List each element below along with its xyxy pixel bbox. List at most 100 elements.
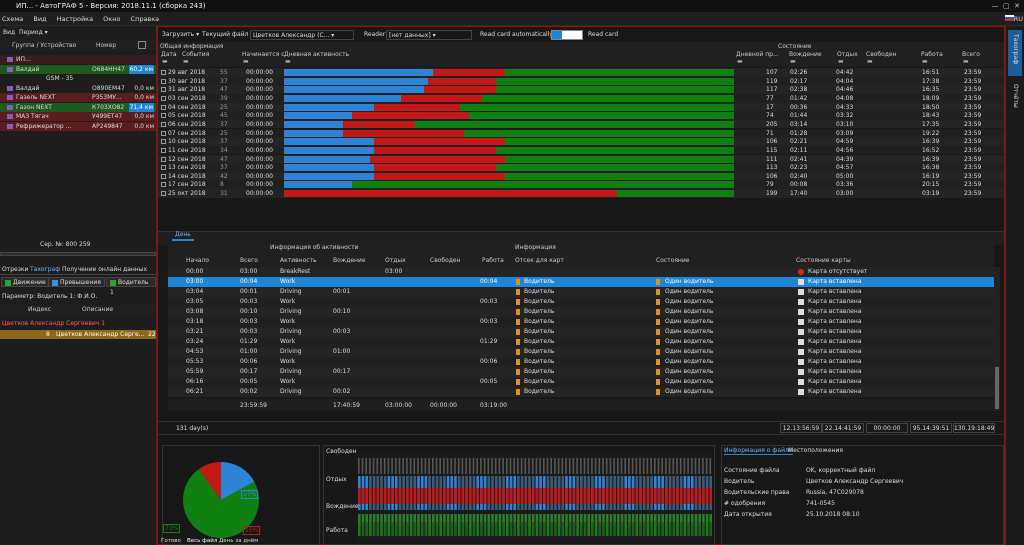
reader-select[interactable]: [нет данных] ▾ <box>386 30 472 40</box>
current-file-button[interactable]: Текущий файл <box>202 31 249 38</box>
tab-locations[interactable]: Местоположения <box>788 447 843 454</box>
checkbox[interactable] <box>161 121 166 127</box>
tab-whole-file[interactable]: Весь файл <box>187 538 218 544</box>
checkbox[interactable] <box>161 165 166 171</box>
timeline-segment <box>572 514 576 526</box>
filter-driving-button[interactable]: Движение <box>1 277 50 287</box>
checkbox[interactable] <box>161 156 166 162</box>
summary-row[interactable]: 07 сен 2018 25 00:00:00 71 01:28 03:09 19:22 23… <box>158 128 1004 138</box>
summary-row[interactable]: 14 сен 2018 42 00:00:00 106 02:40 05:00 16:19 2… <box>158 171 1004 181</box>
auto-read-toggle[interactable] <box>551 30 583 40</box>
day-row[interactable]: 06:16 00:05 Work 00:05 Водитель Один водитель… <box>168 377 994 387</box>
driver-select[interactable]: Цветков Александр (С... ▾ <box>250 30 354 40</box>
tab-day-by-day[interactable]: День за днём <box>219 538 259 544</box>
checkbox[interactable] <box>161 104 166 110</box>
load-menu[interactable]: Загрузить ▾ <box>162 31 200 38</box>
menu-window[interactable]: Окно <box>103 15 121 23</box>
summary-row[interactable]: 11 сен 2018 34 00:00:00 115 02:11 04:56 16:52 2… <box>158 145 1004 155</box>
day-row[interactable]: 03:08 00:10 Driving 00:10 Водитель Один водит… <box>168 307 994 317</box>
tab-tachograph[interactable]: Тахограф <box>30 266 61 273</box>
filter-icon[interactable]: ▬ <box>183 58 189 65</box>
day-row[interactable]: 03:18 00:03 Work 00:03 Водитель Один водитель… <box>168 317 994 327</box>
tree-row[interactable]: GSM - 35 <box>0 74 156 83</box>
sidebar-tab-tachograph[interactable]: Тахограф <box>1008 30 1022 76</box>
read-card-button[interactable]: Read card <box>588 31 619 38</box>
summary-row[interactable]: 10 сен 2018 37 00:00:00 106 02:21 04:59 16:39 2… <box>158 137 1004 146</box>
checkbox[interactable] <box>161 139 166 145</box>
filter-icon[interactable]: ▬ <box>790 58 796 65</box>
filter-icon[interactable]: ▬ <box>162 58 168 65</box>
summary-row[interactable]: 12 сен 2018 47 00:00:00 111 02:41 04:39 16:39 2… <box>158 154 1004 164</box>
tab-day[interactable]: День <box>172 231 194 241</box>
timeline-segment <box>709 458 712 474</box>
tree-row[interactable]: Рефрижератор ... АР249847 0,0 км <box>0 121 156 131</box>
driver-row[interactable]: 8 Цветков Александр Серге... 22 <box>0 330 156 339</box>
filter-driver-button[interactable]: Водитель 1 <box>106 277 156 296</box>
tab-online-data[interactable]: Получение онлайн данных <box>62 266 148 273</box>
checkbox[interactable] <box>161 70 166 75</box>
day-row[interactable]: 05:53 00:06 Work 00:06 Водитель Один водитель… <box>168 357 994 367</box>
day-row[interactable]: 03:05 00:03 Work 00:03 Водитель Один водитель… <box>168 297 994 307</box>
menu-scheme[interactable]: Схема <box>2 15 24 23</box>
summary-row[interactable]: 30 авг 2018 37 00:00:00 119 02:17 04:04 17:38 2… <box>158 76 1004 86</box>
day-row[interactable]: 00:00 03:00 BreakRest 03:00 Карта отсутствуе… <box>168 267 994 277</box>
filter-icon[interactable]: ▬ <box>285 58 291 65</box>
checkbox[interactable] <box>161 78 166 84</box>
tab-ready[interactable]: Готово <box>161 538 181 544</box>
filter-icon[interactable]: ▬ <box>838 58 844 65</box>
tree-row[interactable]: Газон NEXT К703ХО82 71,4 км <box>0 102 156 112</box>
tree-row[interactable]: Валдай О684НН47 60,2 км <box>0 64 156 74</box>
day-row[interactable]: 03:04 00:01 Driving 00:01 Водитель Один водит… <box>168 287 994 297</box>
window-controls[interactable]: — ▢ ✕ <box>991 2 1020 10</box>
tab-segments[interactable]: Отрезки <box>2 266 29 273</box>
driver-group[interactable]: Цветков Александр Сергеевич 1 <box>2 320 106 327</box>
checkbox[interactable] <box>161 113 166 119</box>
language-code[interactable]: RU <box>1013 15 1023 23</box>
menu-view[interactable]: Вид <box>33 15 47 23</box>
summary-row[interactable]: 03 сен 2018 39 00:00:00 77 01:42 04:08 18:09 23… <box>158 93 1004 103</box>
checkbox[interactable] <box>161 87 166 93</box>
day-row[interactable]: 05:59 00:17 Driving 00:17 Водитель Один водит… <box>168 367 994 377</box>
settings-icon[interactable] <box>138 41 146 49</box>
summary-row[interactable]: 29 авг 2018 55 00:00:00 107 02:26 04:42 16:51 2… <box>158 68 1004 77</box>
day-row[interactable]: 03:21 00:03 Driving 00:03 Водитель Один водит… <box>168 327 994 337</box>
view-menu[interactable]: Вид Период ▾ <box>3 29 48 36</box>
day-row[interactable]: 03:00 00:04 Work 00:04 Водитель Один водитель… <box>168 277 994 287</box>
timeline-segment <box>587 522 590 536</box>
tree-row[interactable]: МАЗ Тягач У499ЕТ47 0,0 км <box>0 112 156 121</box>
summary-row[interactable]: 06 сен 2018 37 00:00:00 205 03:14 03:10 17:35 2… <box>158 119 1004 129</box>
filter-icon[interactable]: ▬ <box>922 58 928 65</box>
summary-row[interactable]: 13 сен 2018 37 00:00:00 113 02:23 04:57 16:38 2… <box>158 163 1004 172</box>
tab-file-info[interactable]: Информация о файле <box>724 447 793 455</box>
timeline-segment <box>376 488 380 504</box>
filter-icon[interactable]: ▬ <box>737 58 743 65</box>
horizontal-scrollbar[interactable] <box>0 252 156 256</box>
checkbox[interactable] <box>161 173 166 179</box>
menu-settings[interactable]: Настройка <box>56 15 94 23</box>
filter-icon[interactable]: ▬ <box>867 58 873 65</box>
checkbox[interactable] <box>161 191 166 197</box>
summary-row[interactable]: 31 авг 2018 47 00:00:00 117 02:38 04:46 16:35 2… <box>158 85 1004 94</box>
checkbox[interactable] <box>161 130 166 136</box>
timeline-segment <box>450 488 454 504</box>
tree-row[interactable]: ИП... <box>0 55 156 64</box>
summary-row[interactable]: 04 сен 2018 25 00:00:00 17 00:36 04:33 18:50 23… <box>158 102 1004 112</box>
day-row[interactable]: 03:24 01:29 Work 01:29 Водитель Один водитель… <box>168 337 994 347</box>
day-row[interactable]: 04:53 01:00 Driving 01:00 Водитель Один водит… <box>168 347 994 357</box>
filter-overspeed-button[interactable]: Превышения <box>48 277 105 287</box>
day-row[interactable]: 06:21 00:02 Driving 00:02 Водитель Один водит… <box>168 387 994 397</box>
tree-row[interactable]: Валдай О890ЕМ47 0,0 км <box>0 84 156 93</box>
checkbox[interactable] <box>161 147 166 153</box>
summary-row[interactable]: 05 сен 2018 45 00:00:00 74 01:44 03:32 18:43 23… <box>158 111 1004 120</box>
summary-row[interactable]: 17 сен 2018 8 00:00:00 79 00:08 03:36 20:15 23:… <box>158 180 1004 190</box>
sidebar-tab-reports[interactable]: Отчёты <box>1012 84 1019 108</box>
tree-row[interactable]: Газель NEXT Р353МУ... 0,0 км <box>0 93 156 102</box>
day-scrollbar[interactable] <box>994 267 1000 411</box>
menu-help[interactable]: Справка <box>130 15 160 23</box>
filter-icon[interactable]: ▬ <box>243 58 249 65</box>
summary-row[interactable]: 25 окт 2018 31 00:00:00 199 17:40 03:00 03:19 2… <box>158 189 1004 198</box>
checkbox[interactable] <box>161 95 166 101</box>
flag-icon[interactable] <box>1005 15 1014 21</box>
filter-icon[interactable]: ▬ <box>963 58 969 65</box>
checkbox[interactable] <box>161 182 166 188</box>
